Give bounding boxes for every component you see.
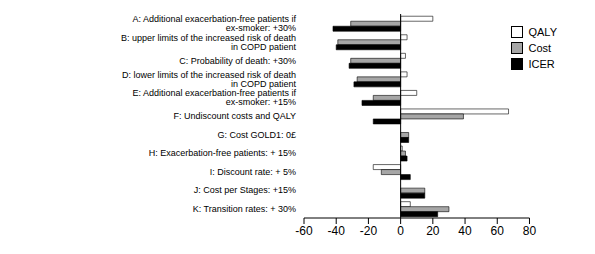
html-text:ICER: ICER: [528, 58, 555, 70]
svg-text:40: 40: [458, 224, 472, 238]
svg-text:-40: -40: [328, 224, 346, 238]
svg-text:F: Undiscount costs and QALY: F: Undiscount costs and QALY: [174, 111, 296, 121]
html-text:QALY: QALY: [528, 26, 557, 38]
html-text:Cost: Cost: [528, 42, 552, 54]
svg-text:I: Discount rate: + 5%: I: Discount rate: + 5%: [210, 167, 296, 177]
svg-text:C: Probability of death: +30%: C: Probability of death: +30%: [179, 56, 296, 66]
svg-text:J: Cost per Stages: +15%: J: Cost per Stages: +15%: [194, 185, 296, 195]
svg-text:-60: -60: [295, 224, 313, 238]
svg-text:20: 20: [426, 224, 440, 238]
svg-text:B: upper limits of the increas: B: upper limits of the increased risk of…: [121, 33, 297, 52]
svg-text:K: Transition rates: + 30%: K: Transition rates: + 30%: [193, 204, 296, 214]
svg-text:0: 0: [397, 224, 404, 238]
svg-text:G: Cost GOLD1: 0£: G: Cost GOLD1: 0£: [217, 130, 296, 140]
svg-text:A: Additional exacerbation-fre: A: Additional exacerbation-free patients…: [132, 14, 296, 33]
svg-text:80: 80: [523, 224, 537, 238]
svg-text:H: Exacerbation-free patients:: H: Exacerbation-free patients: + 15%: [149, 148, 296, 158]
svg-text:-20: -20: [360, 224, 378, 238]
svg-text:D: lower limits of the increas: D: lower limits of the increased risk of…: [122, 70, 297, 89]
svg-text:E: Additional exacerbation-fre: E: Additional exacerbation-free patients…: [132, 88, 296, 107]
svg-text:60: 60: [491, 224, 505, 238]
